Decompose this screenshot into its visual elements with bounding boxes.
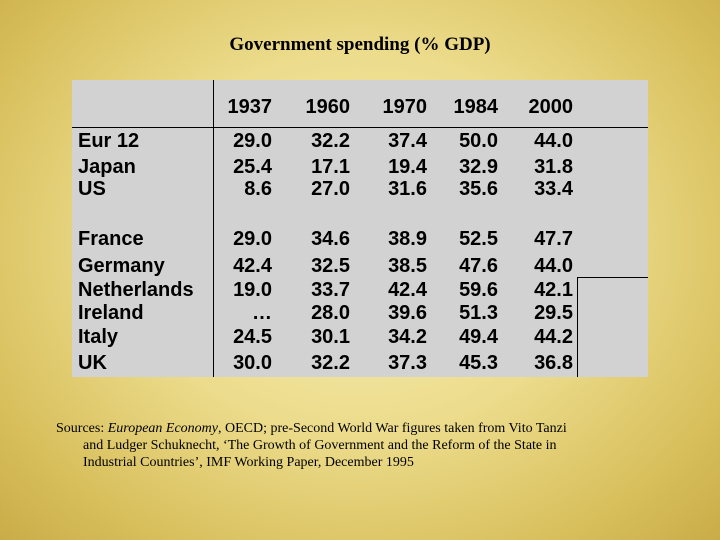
slide-title: Government spending (% GDP) (229, 34, 491, 55)
table-row: France 29.0 34.6 38.9 52.5 47.7 (72, 228, 648, 252)
country-name: Japan (78, 156, 136, 178)
country-name: UK (78, 352, 107, 374)
table-cell: 28.0 (311, 302, 350, 324)
country-name: France (78, 228, 144, 250)
table-row: Germany 42.4 32.5 38.5 47.6 44.0 (72, 255, 648, 279)
table-cell: … (252, 302, 272, 324)
sources-prefix: Sources: (56, 421, 108, 436)
table-cell: 47.6 (459, 255, 498, 277)
table-cell: 42.4 (388, 279, 427, 301)
table-cell: 25.4 (233, 156, 272, 178)
table-cell: 31.6 (388, 178, 427, 200)
year-header: 1960 (305, 96, 351, 118)
country-name: Germany (78, 255, 165, 277)
table-cell: 34.2 (388, 326, 427, 348)
year-header: 2000 (528, 96, 574, 118)
table-cell: 47.7 (534, 228, 573, 250)
table-row: Ireland … 28.0 39.6 51.3 29.5 (72, 302, 648, 326)
table-cell: 50.0 (459, 130, 498, 152)
header-divider (72, 127, 648, 128)
table-cell: 27.0 (311, 178, 350, 200)
column-divider (213, 80, 214, 377)
side-rule (577, 277, 648, 278)
table-cell: 39.6 (388, 302, 427, 324)
table-cell: 31.8 (534, 156, 573, 178)
table-cell: 35.6 (459, 178, 498, 200)
table-cell: 38.9 (388, 228, 427, 250)
table-cell: 38.5 (388, 255, 427, 277)
sources-line-1: Sources: European Economy, OECD; pre-Sec… (56, 420, 676, 437)
table-cell: 17.1 (311, 156, 350, 178)
table-cell: 8.6 (244, 178, 272, 200)
table-cell: 44.2 (534, 326, 573, 348)
year-header: 1984 (453, 96, 499, 118)
table-row: UK 30.0 32.2 37.3 45.3 36.8 (72, 352, 648, 376)
table-row: Eur 12 29.0 32.2 37.4 50.0 44.0 (72, 130, 648, 154)
table-row: Italy 24.5 30.1 34.2 49.4 44.2 (72, 326, 648, 350)
table-cell: 44.0 (534, 130, 573, 152)
country-name: Italy (78, 326, 119, 348)
table-row: Netherlands 19.0 33.7 42.4 59.6 42.1 (72, 279, 648, 303)
table-cell: 37.3 (388, 352, 427, 374)
country-name: US (78, 178, 106, 200)
sources-line-1-rest: , OECD; pre-Second World War figures tak… (218, 421, 567, 436)
table-cell: 42.4 (233, 255, 272, 277)
table-cell: 37.4 (388, 130, 427, 152)
table-cell: 33.7 (311, 279, 350, 301)
table-cell: 49.4 (459, 326, 498, 348)
table-cell: 34.6 (311, 228, 350, 250)
year-header: 1970 (382, 96, 428, 118)
year-header: 1937 (227, 96, 273, 118)
table-cell: 36.8 (534, 352, 573, 374)
table-cell: 42.1 (534, 279, 573, 301)
sources-note: Sources: European Economy, OECD; pre-Sec… (56, 420, 676, 471)
sources-line-2: and Ludger Schuknecht, ‘The Growth of Go… (83, 438, 557, 453)
table-cell: 29.0 (233, 228, 272, 250)
table-cell: 19.0 (233, 279, 272, 301)
table-row: US 8.6 27.0 31.6 35.6 33.4 (72, 178, 648, 202)
country-name: Eur 12 (78, 130, 140, 152)
sources-line-3: Industrial Countries’, IMF Working Paper… (83, 455, 414, 470)
table-cell: 52.5 (459, 228, 498, 250)
table-cell: 59.6 (459, 279, 498, 301)
table-cell: 30.0 (233, 352, 272, 374)
table-cell: 29.5 (534, 302, 573, 324)
table-cell: 51.3 (459, 302, 498, 324)
table-cell: 24.5 (233, 326, 272, 348)
table-cell: 32.2 (311, 130, 350, 152)
spending-table: 1937 1960 1970 1984 2000 Eur 12 29.0 32.… (72, 80, 648, 377)
table-cell: 30.1 (311, 326, 350, 348)
side-divider (577, 277, 578, 377)
table-cell: 33.4 (534, 178, 573, 200)
sources-publication: European Economy (107, 421, 219, 436)
table-row: Japan 25.4 17.1 19.4 32.9 31.8 (72, 156, 648, 180)
table-cell: 32.5 (311, 255, 350, 277)
table-cell: 44.0 (534, 255, 573, 277)
table-cell: 29.0 (233, 130, 272, 152)
table-cell: 45.3 (459, 352, 498, 374)
table-cell: 32.9 (459, 156, 498, 178)
country-name: Netherlands (78, 279, 194, 301)
table-cell: 32.2 (311, 352, 350, 374)
table-cell: 19.4 (388, 156, 427, 178)
country-name: Ireland (78, 302, 144, 324)
